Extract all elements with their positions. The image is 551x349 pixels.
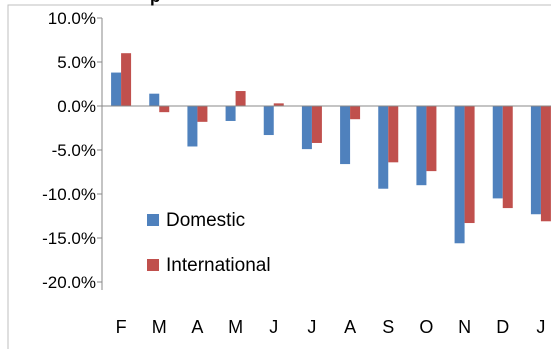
legend-label-domestic: Domestic <box>166 210 245 231</box>
bar-international <box>502 106 513 209</box>
y-tick-label: -5.0% <box>52 141 96 160</box>
x-tick-label: S <box>382 317 394 337</box>
bar-domestic <box>340 106 351 165</box>
bar-domestic <box>530 106 541 215</box>
x-tick-label: A <box>344 317 356 337</box>
y-tick-label: -15.0% <box>42 229 96 248</box>
chart-title: p <box>150 0 160 6</box>
x-tick-label: J <box>269 317 278 337</box>
y-tick-label: 10.0% <box>48 9 96 28</box>
y-tick-label: 0.0% <box>57 97 96 116</box>
x-tick-label: O <box>419 317 433 337</box>
bar-international <box>235 91 246 106</box>
bar-international <box>311 106 322 143</box>
x-tick-label: M <box>152 317 167 337</box>
bar-international <box>121 53 132 106</box>
x-tick-label: M <box>228 317 243 337</box>
bar-domestic <box>225 106 236 121</box>
bar-international <box>464 106 475 224</box>
bar-domestic <box>149 93 160 106</box>
x-tick-label: J <box>307 317 316 337</box>
bar-domestic <box>492 106 503 199</box>
x-tick-label: D <box>496 317 509 337</box>
chart-frame <box>7 4 551 349</box>
bar-domestic <box>454 106 465 244</box>
y-tick-label: -20.0% <box>42 273 96 292</box>
bar-international <box>159 106 170 113</box>
bar-domestic <box>263 106 274 136</box>
y-tick-label: 5.0% <box>57 53 96 72</box>
y-axis-labels: 10.0% 5.0% 0.0% -5.0% -10.0% -15.0% -20.0% <box>42 9 96 292</box>
bar-domestic <box>111 72 122 106</box>
bar-domestic <box>378 106 389 189</box>
legend-swatch-domestic <box>147 214 159 226</box>
bar-international <box>197 106 208 122</box>
bar-international <box>540 106 551 222</box>
legend-swatch-international <box>147 259 159 271</box>
x-tick-label: N <box>458 317 471 337</box>
x-tick-label: F <box>116 317 127 337</box>
bars <box>111 53 551 244</box>
x-tick-label: A <box>191 317 203 337</box>
x-tick-label: J <box>536 317 545 337</box>
bar-domestic <box>187 106 198 147</box>
bar-domestic <box>416 106 427 186</box>
bar-international <box>273 103 284 106</box>
y-axis-tick-marks <box>97 17 102 283</box>
legend-label-international: International <box>166 255 271 276</box>
y-tick-label: -10.0% <box>42 185 96 204</box>
legend: Domestic International <box>147 210 271 276</box>
bar-international <box>426 106 437 172</box>
bar-domestic <box>301 106 312 150</box>
bar-international <box>350 106 361 120</box>
bar-international <box>388 106 399 163</box>
